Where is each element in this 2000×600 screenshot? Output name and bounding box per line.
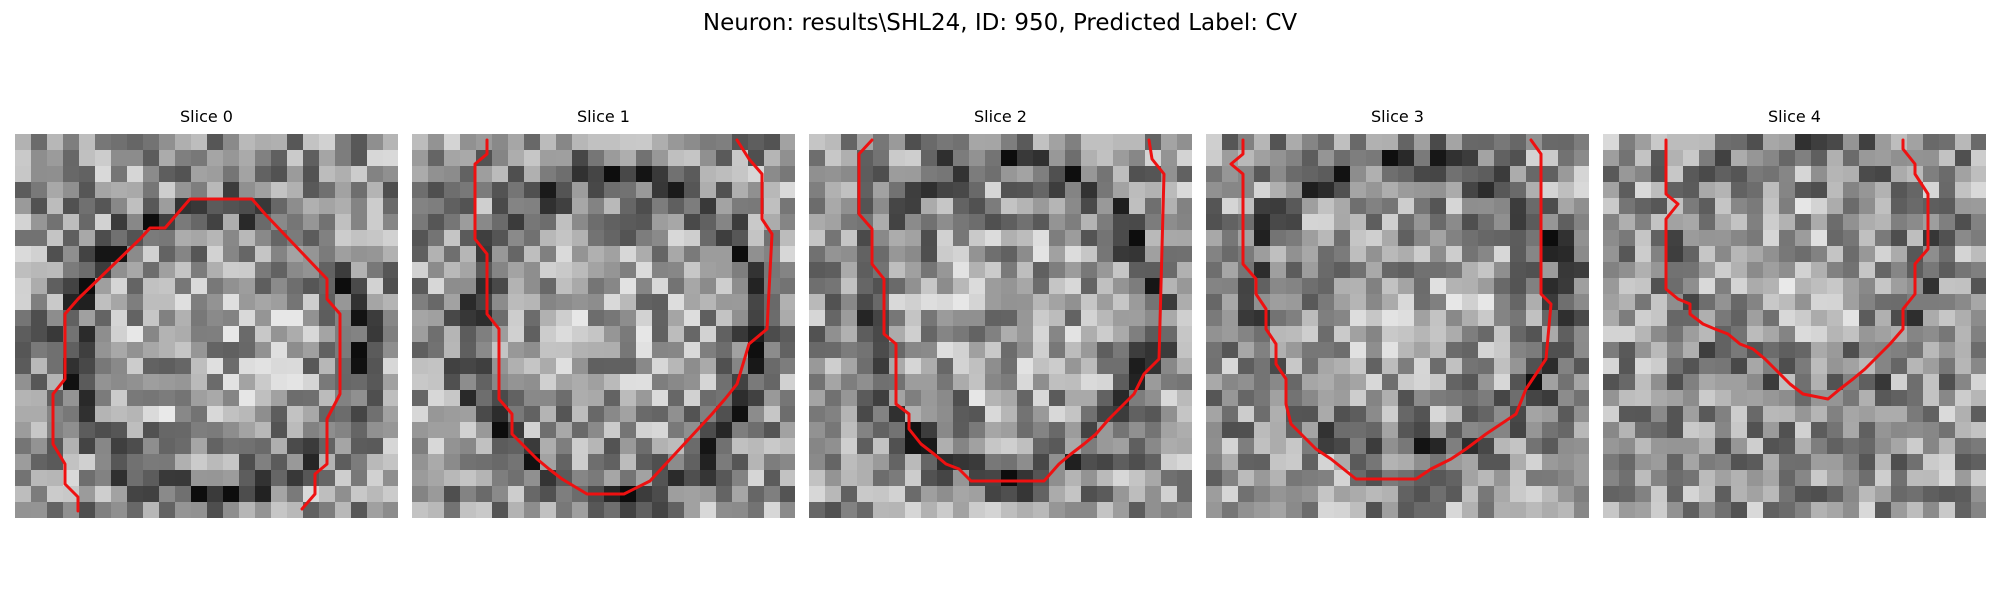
slice-title-1: Slice 1 (577, 107, 630, 126)
segmentation-contour-2 (857, 138, 1166, 483)
slice-panel-2: Slice 2 (809, 106, 1192, 524)
pixel-grid-4 (1603, 134, 1986, 518)
slice-title-2: Slice 2 (974, 107, 1027, 126)
pixel-grid-2 (809, 134, 1192, 518)
slice-title-4: Slice 4 (1768, 107, 1821, 126)
segmentation-contour-1 (473, 138, 774, 496)
slice-panel-0: Slice 0 (15, 106, 398, 524)
pixel-grid-1 (412, 134, 795, 518)
slice-image-0 (15, 134, 398, 518)
segmentation-contour-4 (1664, 138, 1930, 401)
slice-panel-1: Slice 1 (412, 106, 795, 524)
segmentation-contour-0 (51, 197, 342, 513)
segmentation-contour-3 (1229, 138, 1553, 481)
slice-image-4 (1603, 134, 1986, 518)
slice-image-3 (1206, 134, 1589, 518)
slice-panel-4: Slice 4 (1603, 106, 1986, 524)
slice-image-2 (809, 134, 1192, 518)
slice-title-3: Slice 3 (1371, 107, 1424, 126)
slice-panel-3: Slice 3 (1206, 106, 1589, 524)
slice-image-1 (412, 134, 795, 518)
pixel-grid-3 (1206, 134, 1589, 518)
figure-title: Neuron: results\SHL24, ID: 950, Predicte… (702, 10, 1298, 36)
slice-title-0: Slice 0 (180, 107, 233, 126)
